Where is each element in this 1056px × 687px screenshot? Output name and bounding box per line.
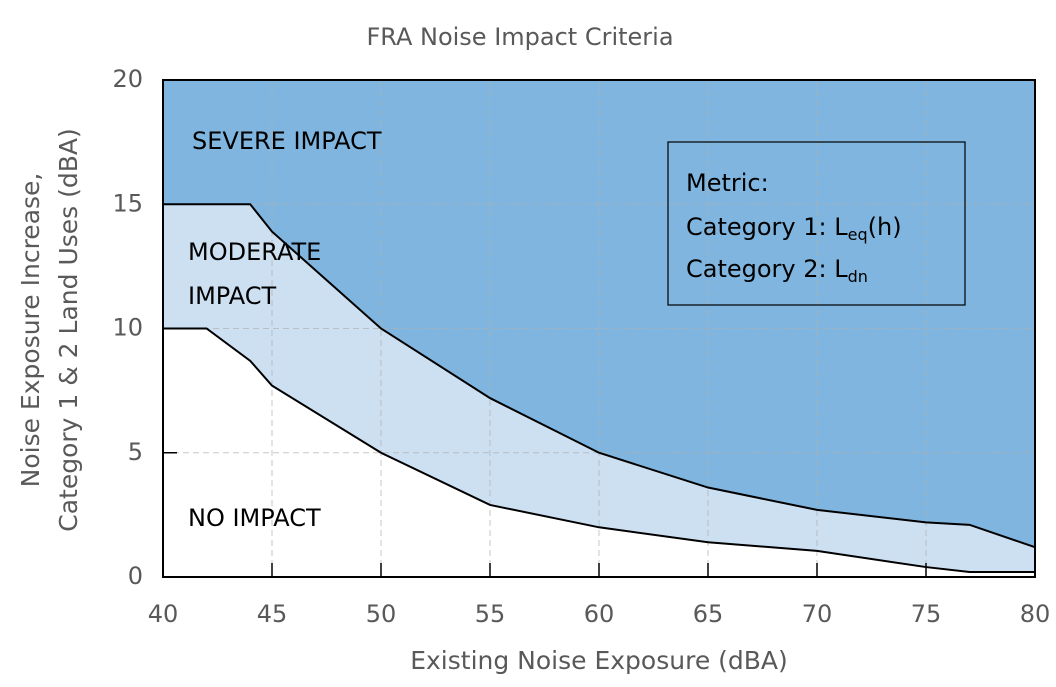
x-axis-label: Existing Noise Exposure (dBA) xyxy=(410,646,788,675)
metric-label: Category 2: xyxy=(686,255,834,283)
x-tick-label: 60 xyxy=(584,600,615,628)
x-tick-label: 80 xyxy=(1020,600,1051,628)
metric-symbol: L xyxy=(834,255,848,283)
y-axis-label: Noise Exposure Increase, xyxy=(16,173,45,488)
boundary-line xyxy=(163,327,1035,574)
x-tick-label: 75 xyxy=(911,600,942,628)
metric-box xyxy=(667,141,966,306)
y-tick-label: 20 xyxy=(112,65,143,93)
metric-line: Category 2: Ldn xyxy=(686,255,868,286)
y-tick-label: 0 xyxy=(128,562,143,590)
region-label: NO IMPACT xyxy=(188,504,321,532)
metric-subscript: eq xyxy=(848,225,868,244)
metric-suffix: (h) xyxy=(868,213,902,241)
metric-line: Category 1: Leq(h) xyxy=(686,213,902,244)
metric-subscript: dn xyxy=(848,267,868,286)
region-label: SEVERE IMPACT xyxy=(192,127,382,155)
x-tick-label: 50 xyxy=(366,600,397,628)
region-label: MODERATE xyxy=(188,238,321,266)
chart-title: FRA Noise Impact Criteria xyxy=(366,23,673,51)
boundary-line xyxy=(163,203,1036,549)
region-label: IMPACT xyxy=(188,282,276,310)
x-tick-label: 45 xyxy=(257,600,288,628)
x-tick-label: 65 xyxy=(693,600,724,628)
x-tick-label: 70 xyxy=(802,600,833,628)
y-axis-label: Category 1 & 2 Land Uses (dBA) xyxy=(54,128,83,532)
x-tick-label: 40 xyxy=(148,600,179,628)
x-tick-label: 55 xyxy=(475,600,506,628)
y-tick-label: 15 xyxy=(112,189,143,217)
metric-label: Category 1: xyxy=(686,213,834,241)
y-tick-label: 10 xyxy=(112,314,143,342)
y-tick-label: 5 xyxy=(128,438,143,466)
metric-symbol: L xyxy=(834,213,848,241)
metric-title: Metric: xyxy=(686,169,769,197)
